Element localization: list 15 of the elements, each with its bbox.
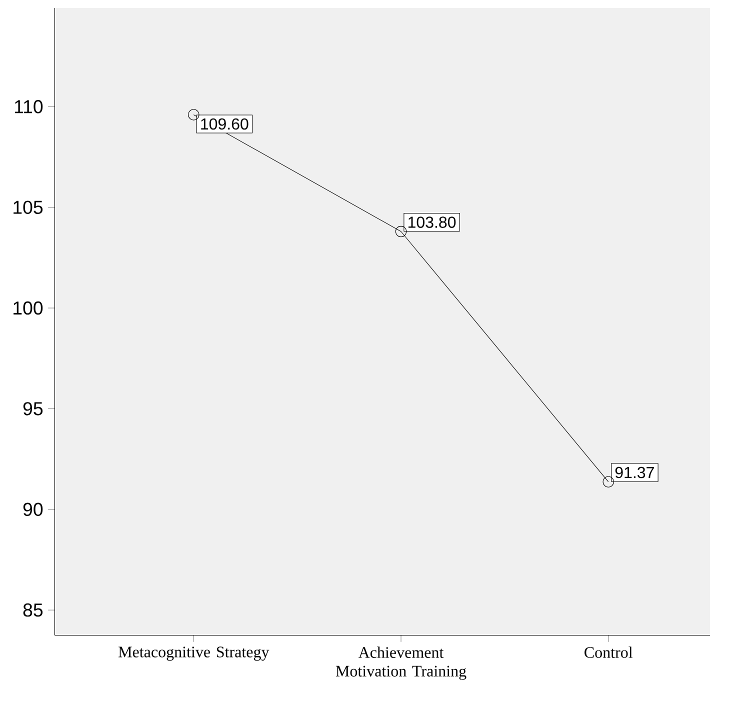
data-label: 91.37 (615, 466, 654, 478)
x-tick-label: Achievement Motivation Training (336, 646, 466, 680)
point (602, 476, 614, 488)
x-tick-label: Control (584, 646, 633, 658)
y-tick-label: 110 (14, 100, 43, 114)
data-label: 109.60 (201, 118, 248, 130)
x-tick-label: Metacognitive Strategy (118, 646, 270, 661)
y-tick-label: 100 (14, 301, 43, 315)
data-label: 103.80 (408, 216, 456, 228)
y-tick-label: 90 (23, 502, 43, 516)
point (188, 108, 200, 120)
y-tick-label: 85 (23, 603, 43, 617)
y-tick-label: 95 (23, 402, 43, 416)
y-tick-label: 105 (14, 200, 43, 214)
point (395, 226, 407, 237)
